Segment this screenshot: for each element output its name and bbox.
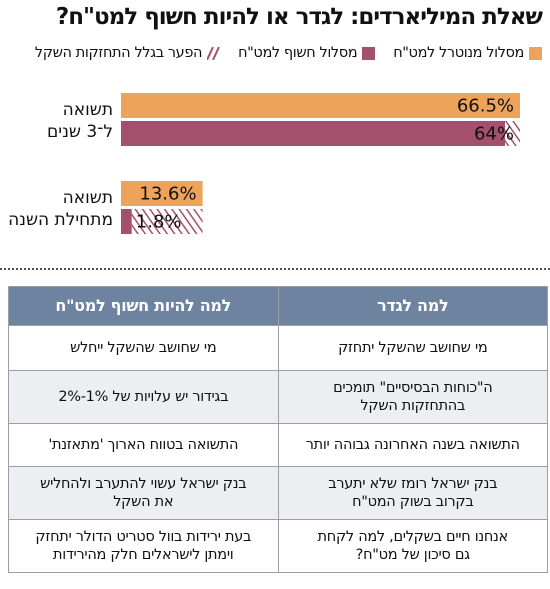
- table-cell: התשואה בטווח הארוך 'מתאזנת': [8, 423, 279, 467]
- data-label: 13.6%: [139, 184, 196, 205]
- section-divider: [0, 268, 550, 270]
- table-header-hedge: למה לגדר: [277, 286, 548, 326]
- table-header-exposed: למה להיות חשוף למט"ח: [8, 286, 279, 326]
- bar-hedged: [121, 93, 520, 118]
- bar-exposed: [121, 121, 505, 146]
- table-row: התשואה בשנה האחרונה גבוהה יותר התשואה בט…: [8, 423, 548, 467]
- data-label: 64%: [474, 124, 514, 145]
- legend-label-hedged: מסלול מנוטרל למט"ח: [393, 45, 524, 61]
- data-label: 66.5%: [457, 96, 514, 117]
- table-row: מי שחושב שהשקל יתחזק מי שחושב שהשקל ייחל…: [8, 325, 548, 371]
- table-cell: אנחנו חיים בשקלים, למה לקחת גם סיכון של …: [277, 519, 548, 573]
- table-cell: בנק ישראל עשוי להתערב ולהחליש את השקל: [8, 466, 279, 520]
- data-label: 1.8%: [136, 212, 182, 233]
- table-cell: ה"כוחות הבסיסיים" תומכים בהתחזקות השקל: [277, 370, 548, 424]
- bar-exposed: [121, 209, 132, 234]
- category-label: ל־3 שנים: [47, 122, 113, 142]
- table-cell: התשואה בשנה האחרונה גבוהה יותר: [277, 423, 548, 467]
- table-cell: מי שחושב שהשקל ייחלש: [8, 325, 279, 371]
- table-row: ה"כוחות הבסיסיים" תומכים בהתחזקות השקל ב…: [8, 370, 548, 424]
- table-cell: בעת ירידות בוול סטריט הדולר יתחזק וימתן …: [8, 519, 279, 573]
- legend-swatch-gap: [207, 46, 221, 60]
- legend-label-exposed: מסלול חשוף למט"ח: [238, 45, 358, 61]
- table-row: בנק ישראל רומז שלא יתערב בקרוב בשוק המט"…: [8, 466, 548, 520]
- table-cell: מי שחושב שהשקל יתחזק: [277, 325, 548, 371]
- table-cell: בגידור יש עלויות של 1%-2%: [8, 370, 279, 424]
- category-label: תשואה: [63, 100, 113, 120]
- table-row: אנחנו חיים בשקלים, למה לקחת גם סיכון של …: [8, 519, 548, 573]
- legend-swatch-exposed: [362, 46, 376, 60]
- legend-item-exposed: מסלול חשוף למט"ח: [238, 45, 376, 61]
- legend-item-hedged: מסלול מנוטרל למט"ח: [393, 45, 542, 61]
- legend-swatch-hedged: [529, 46, 542, 60]
- bar-gap-hatch: [505, 121, 520, 146]
- bar-gap-hatch: [131, 209, 203, 234]
- table-cell: בנק ישראל רומז שלא יתערב בקרוב בשוק המט"…: [277, 466, 548, 520]
- chart-title: שאלת המיליארדים: לגדר או להיות חשוף למט"…: [55, 4, 543, 30]
- bar-hedged: [121, 181, 203, 206]
- category-label: מתחילת השנה: [8, 210, 113, 230]
- comparison-table: למה לגדר למה להיות חשוף למט"ח מי שחושב ש…: [8, 286, 548, 573]
- category-label: תשואה: [63, 188, 113, 208]
- legend: מסלול מנוטרל למט"ח מסלול חשוף למט"ח הפער…: [8, 42, 542, 64]
- legend-item-gap: הפער בגלל התחזקות השקל: [34, 45, 221, 61]
- legend-label-gap: הפער בגלל התחזקות השקל: [34, 45, 203, 61]
